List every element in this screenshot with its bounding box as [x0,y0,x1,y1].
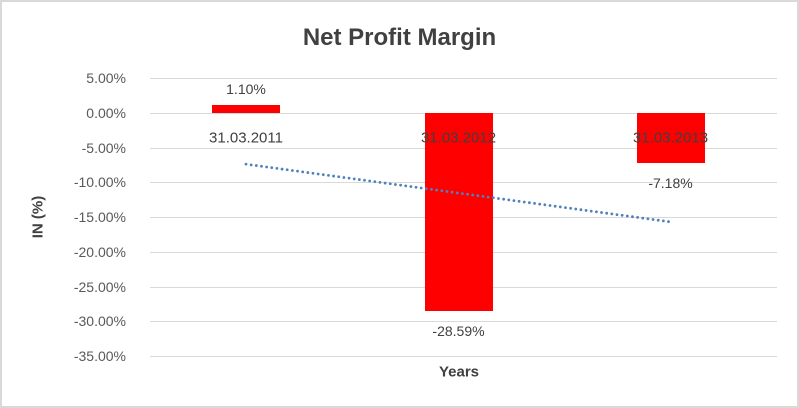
bar[interactable] [636,112,705,163]
x-axis-category-label: 31.03.2012 [420,129,497,147]
y-axis-tick-label: -20.00% [73,243,126,260]
y-axis-tick-label: -15.00% [73,209,126,225]
y-axis-tick-label: -35.00% [73,348,126,364]
x-axis-category-label: 31.03.2011 [209,129,283,147]
bar-value-label: 1.10% [226,81,266,98]
chart-title: Net Profit Margin [302,24,497,51]
bar-value-label: -28.59% [432,323,485,340]
gridline [150,356,777,357]
y-axis-tick-label: 5.00% [86,70,126,86]
gridline [150,78,777,79]
x-axis-title: Years [438,363,480,381]
gridline [150,321,777,323]
y-axis-tick-label: -30.00% [73,313,126,330]
y-axis-tick-label: 0.00% [86,104,126,121]
bar[interactable] [212,105,280,113]
y-axis-tick-label: -25.00% [73,278,126,295]
y-axis-tick-label: -10.00% [73,174,126,191]
bar-value-label: -7.18% [648,174,693,191]
y-axis-tick-label: -5.00% [81,139,126,156]
x-axis-category-label: 31.03.2013 [632,129,709,147]
